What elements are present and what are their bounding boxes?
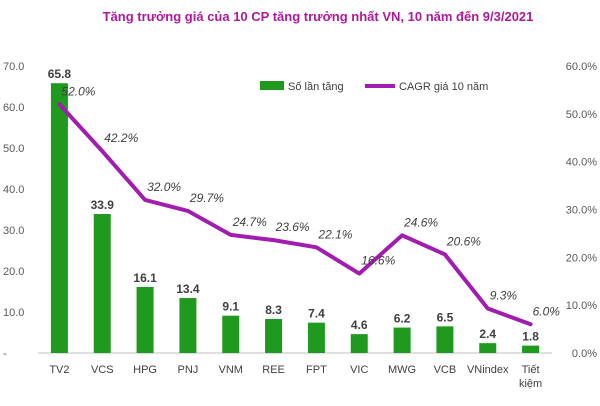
line-data-label: 22.1% bbox=[317, 227, 352, 241]
legend-swatch-bar bbox=[260, 81, 284, 90]
line-point bbox=[314, 245, 318, 249]
x-tick-label: REE bbox=[262, 364, 285, 376]
bar bbox=[179, 298, 197, 353]
x-tick-label: MWG bbox=[388, 364, 416, 376]
line-point bbox=[486, 307, 490, 311]
line-point bbox=[100, 149, 104, 153]
bar-data-label: 1.8 bbox=[522, 330, 539, 344]
line-point bbox=[400, 233, 404, 237]
bar-data-label: 8.3 bbox=[265, 303, 282, 317]
x-tick-label-line: VCB bbox=[434, 364, 457, 376]
bar bbox=[307, 322, 325, 353]
line-data-label: 32.0% bbox=[147, 180, 181, 194]
x-tick-label-line: HPG bbox=[133, 364, 157, 376]
legend-label-bar: Số lần tăng bbox=[288, 81, 344, 93]
x-tick-label: TV2 bbox=[49, 364, 69, 376]
x-tick-label-line: VNM bbox=[219, 364, 243, 376]
line-data-label: 42.2% bbox=[104, 131, 138, 145]
x-tick-label-line: REE bbox=[262, 364, 285, 376]
bar bbox=[50, 83, 68, 353]
line-data-label: 24.7% bbox=[232, 215, 267, 229]
legend: Số lần tăng CAGR giá 10 năm bbox=[260, 81, 488, 93]
bar bbox=[522, 345, 540, 353]
bar bbox=[350, 334, 368, 353]
x-tick-label-line: VNindex bbox=[467, 364, 509, 376]
x-tick-label-line: TV2 bbox=[49, 364, 69, 376]
line-point bbox=[229, 233, 233, 237]
y-left-tick-label: 70.0 bbox=[3, 61, 24, 73]
x-tick-label: VNM bbox=[219, 364, 243, 376]
y-left-tick-label: 30.0 bbox=[3, 225, 24, 237]
line-data-label: 20.6% bbox=[446, 234, 481, 248]
y-left-tick-label: 50.0 bbox=[3, 143, 24, 155]
x-tick-label-line: MWG bbox=[388, 364, 416, 376]
x-tick-label: VNindex bbox=[467, 364, 509, 376]
chart-title: Tăng trưởng giá của 10 CP tăng trưởng nh… bbox=[103, 9, 534, 24]
bar bbox=[222, 315, 240, 353]
x-tick-label: FPT bbox=[306, 364, 327, 376]
bar bbox=[93, 214, 111, 353]
x-tick-label: HPG bbox=[133, 364, 157, 376]
bar-data-label: 16.1 bbox=[133, 271, 157, 285]
y-right-tick-label: 40.0% bbox=[566, 157, 597, 169]
line-point bbox=[57, 102, 61, 106]
line-data-label: 23.6% bbox=[275, 220, 310, 234]
x-tick-label: VCS bbox=[91, 364, 114, 376]
line-point bbox=[529, 322, 533, 326]
line-point bbox=[443, 252, 447, 256]
line-data-label: 16.6% bbox=[361, 254, 395, 268]
x-tick-label-line: kiệm bbox=[519, 378, 542, 390]
bar bbox=[479, 343, 497, 353]
y-left-tick-label: 40.0 bbox=[3, 184, 24, 196]
line-data-label: 9.3% bbox=[490, 289, 518, 303]
bar-data-label: 9.1 bbox=[222, 300, 239, 314]
bar bbox=[436, 326, 454, 353]
bar bbox=[265, 318, 283, 353]
line-data-label: 52.0% bbox=[61, 84, 95, 98]
axes: - 10.0 20.0 30.0 40.0 50.0 60.0 70.0 0.0% 10.0% 20… bbox=[3, 61, 597, 390]
x-tick-label: VCB bbox=[434, 364, 457, 376]
line-data-label: 24.6% bbox=[403, 215, 438, 229]
y-right-tick-label: 10.0% bbox=[566, 300, 597, 312]
bar bbox=[393, 327, 411, 353]
bar bbox=[136, 286, 154, 353]
cagr-line bbox=[57, 102, 533, 327]
line-point bbox=[143, 198, 147, 202]
y-left-tick-label: 10.0 bbox=[3, 307, 24, 319]
bar-data-label: 4.6 bbox=[351, 318, 368, 332]
y-right-tick-label: 20.0% bbox=[566, 252, 597, 264]
bar-data-label: 6.5 bbox=[437, 310, 454, 324]
bar-data-label: 13.4 bbox=[176, 282, 200, 296]
line-point bbox=[186, 209, 190, 213]
x-tick-label-line: VIC bbox=[350, 364, 368, 376]
x-tick-label: VIC bbox=[350, 364, 368, 376]
bar-data-label: 2.4 bbox=[479, 327, 496, 341]
x-tick-label: PNJ bbox=[178, 364, 199, 376]
bar-data-label: 65.8 bbox=[48, 67, 72, 81]
bar-data-label: 7.4 bbox=[308, 307, 325, 321]
y-left-tick-label: - bbox=[3, 348, 7, 360]
x-tick-label: Tiết kiệm bbox=[519, 364, 542, 390]
x-tick-label-line: FPT bbox=[306, 364, 327, 376]
bar-data-label: 6.2 bbox=[394, 312, 411, 326]
y-right-tick-label: 30.0% bbox=[566, 205, 597, 217]
line-point bbox=[357, 272, 361, 276]
x-tick-label-line: VCS bbox=[91, 364, 114, 376]
x-tick-label-line: Tiết bbox=[522, 364, 540, 376]
line-point bbox=[272, 238, 276, 242]
line-series: 52.0% 42.2% 32.0% 29.7% 24.7% 23.6% 22.1% 16.6%… bbox=[57, 84, 561, 327]
y-right-tick-label: 50.0% bbox=[566, 109, 597, 121]
x-tick-label-line: PNJ bbox=[178, 364, 199, 376]
legend-label-line: CAGR giá 10 năm bbox=[399, 81, 488, 93]
y-left-tick-label: 20.0 bbox=[3, 266, 24, 278]
bar-series: 65.8 33.9 16.1 13.4 9.1 8.3 7.4 4.6 6.2 6.5 2.4 1.8 bbox=[48, 67, 540, 353]
y-right-tick-label: 60.0% bbox=[566, 61, 597, 73]
bar-data-label: 33.9 bbox=[91, 198, 115, 212]
y-right-tick-label: 0.0% bbox=[572, 348, 597, 360]
y-left-tick-label: 60.0 bbox=[3, 102, 24, 114]
line-data-label: 29.7% bbox=[189, 191, 224, 205]
line-data-label: 6.0% bbox=[533, 304, 561, 318]
